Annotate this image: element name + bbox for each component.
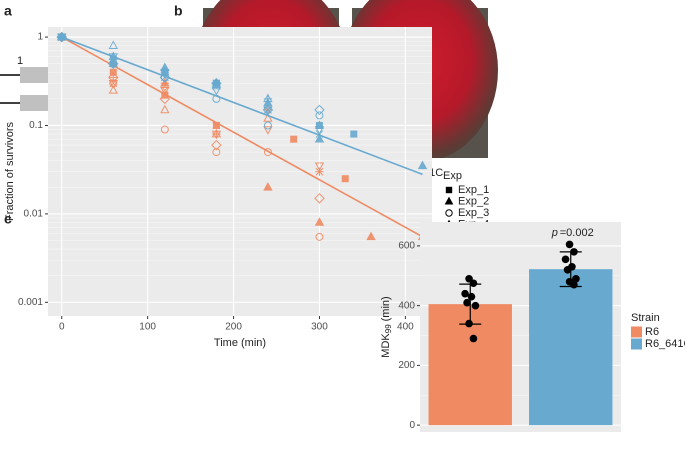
legend-title: Strain xyxy=(631,312,660,324)
x-tick-label: 100 xyxy=(139,322,156,333)
legend-label: R6_641C xyxy=(645,338,685,350)
annotation: =0.002 xyxy=(560,227,594,239)
data-point xyxy=(565,240,574,249)
point xyxy=(263,113,273,122)
y-axis-title: Fraction of survivors xyxy=(4,121,16,221)
point xyxy=(160,125,169,134)
point xyxy=(263,126,273,135)
point xyxy=(417,160,428,170)
data-point xyxy=(471,301,480,310)
point xyxy=(108,40,118,49)
point xyxy=(315,232,324,241)
point xyxy=(160,68,170,78)
point xyxy=(159,93,171,105)
fit-line xyxy=(61,36,423,176)
y-axis-title-part: (min) xyxy=(380,296,392,321)
data-point xyxy=(570,280,578,289)
point xyxy=(350,130,358,138)
x-axis-title: Time (min) xyxy=(214,337,266,349)
point xyxy=(314,193,325,204)
y-tick-label: 200 xyxy=(398,360,415,371)
y-tick-label: 0.1 xyxy=(29,120,43,131)
y-tick-label: 400 xyxy=(398,300,415,311)
point xyxy=(108,58,119,69)
point xyxy=(108,72,119,83)
y-tick-label: 0.001 xyxy=(18,297,43,308)
legend-title: Exp xyxy=(443,170,462,182)
data-point xyxy=(469,334,478,343)
point xyxy=(160,104,170,114)
y-tick-label: 0.01 xyxy=(24,209,44,220)
point xyxy=(160,87,170,96)
x-tick-label: 200 xyxy=(225,322,242,333)
legend-symbol xyxy=(445,209,453,217)
x-tick-label: 300 xyxy=(311,322,328,333)
x-tick-label: 400 xyxy=(397,322,414,333)
data-point xyxy=(469,279,478,288)
legend-label: Exp_3 xyxy=(458,207,489,219)
point xyxy=(314,126,325,135)
bar xyxy=(529,269,613,426)
point xyxy=(315,121,323,129)
legend-label: R6 xyxy=(645,326,659,338)
legend-swatch xyxy=(631,326,642,338)
data-point xyxy=(465,319,473,328)
point xyxy=(263,148,272,157)
data-point xyxy=(467,292,476,301)
position-label: 1 xyxy=(17,55,23,67)
point xyxy=(314,162,325,172)
legend-label: Exp_2 xyxy=(458,195,489,207)
point xyxy=(211,87,222,96)
panel-label: a xyxy=(4,3,12,19)
point xyxy=(263,106,273,116)
y-axis-title-part: 99 xyxy=(384,324,393,333)
y-tick-label: 0 xyxy=(409,420,415,431)
legend-swatch xyxy=(631,338,642,350)
point xyxy=(263,94,273,104)
point xyxy=(108,80,118,89)
point xyxy=(315,111,324,120)
point xyxy=(314,104,325,116)
y-tick-label: 600 xyxy=(398,241,415,252)
point xyxy=(263,121,272,130)
point xyxy=(314,120,325,129)
data-point xyxy=(463,298,471,307)
y-axis-title: MDK99 (min) xyxy=(380,296,393,357)
point xyxy=(263,182,273,191)
point xyxy=(315,167,324,176)
data-point xyxy=(570,248,578,256)
point xyxy=(290,135,298,143)
legend-symbol xyxy=(444,196,454,205)
data-point xyxy=(561,255,570,264)
point xyxy=(366,231,376,241)
panel-label: b xyxy=(174,3,183,19)
legend-symbol xyxy=(445,186,453,194)
point xyxy=(314,133,325,143)
y-axis-title-part: MDK xyxy=(380,333,392,358)
data-point xyxy=(461,289,469,298)
point xyxy=(212,148,221,157)
fit-line xyxy=(61,36,423,238)
x-tick-label: 0 xyxy=(59,322,65,333)
point xyxy=(108,85,118,94)
y-tick-label: 1 xyxy=(37,32,43,43)
legend-label: Exp_1 xyxy=(458,184,489,196)
point xyxy=(341,175,349,183)
point xyxy=(211,130,222,140)
point xyxy=(314,217,325,226)
data-point xyxy=(563,265,572,274)
annotation-symbol: p xyxy=(551,227,558,239)
point xyxy=(211,139,222,151)
data-point xyxy=(572,274,580,283)
panel-label: c xyxy=(4,211,12,227)
